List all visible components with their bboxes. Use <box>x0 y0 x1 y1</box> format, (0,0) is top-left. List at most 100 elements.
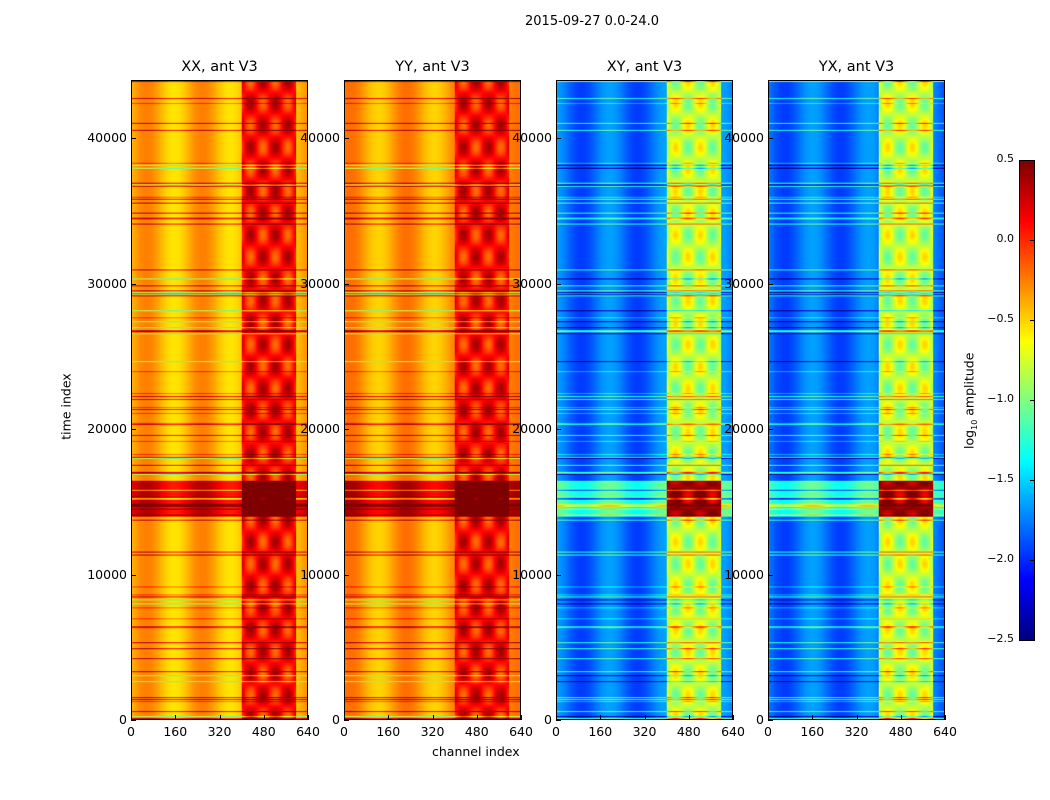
x-tick <box>219 715 221 720</box>
x-tick <box>945 715 946 720</box>
x-tick <box>733 715 734 720</box>
y-tick-label: 20000 <box>724 421 764 437</box>
colorbar-label-rest: amplitude <box>961 352 977 420</box>
x-tick-label: 480 <box>676 724 701 739</box>
colorbar-tick-label: 0.0 <box>996 232 1015 245</box>
y-tick <box>556 720 561 721</box>
x-tick-label: 0 <box>764 724 772 739</box>
y-tick-label: 10000 <box>724 566 764 582</box>
colorbar-tick-label: −0.5 <box>987 312 1014 325</box>
y-tick-label: 0 <box>544 712 552 727</box>
x-tick-label: 480 <box>888 724 913 739</box>
colorbar-label-main: log <box>961 429 977 449</box>
y-tick <box>344 138 349 140</box>
colorbar-tick <box>1030 160 1035 161</box>
y-tick <box>556 574 561 576</box>
y-tick <box>131 720 136 721</box>
x-tick-label: 160 <box>163 724 188 739</box>
y-tick-label: 10000 <box>300 566 340 582</box>
panel-title: YX, ant V3 <box>818 59 895 75</box>
x-tick <box>175 715 177 720</box>
y-tick <box>344 574 349 576</box>
y-tick <box>556 283 561 285</box>
panel-title: XX, ant V3 <box>181 59 258 75</box>
x-tick <box>812 715 814 720</box>
colorbar-tick <box>1030 400 1035 401</box>
heatmap-2 <box>344 80 521 720</box>
y-tick <box>768 283 773 285</box>
x-tick <box>556 715 557 720</box>
y-tick <box>131 574 136 576</box>
y-tick-label: 40000 <box>300 130 340 146</box>
x-tick <box>131 715 132 720</box>
x-tick-label: 160 <box>800 724 825 739</box>
x-axis-label: channel index <box>432 744 520 759</box>
y-tick-label: 20000 <box>87 421 127 437</box>
x-tick <box>308 715 309 720</box>
x-tick <box>344 715 345 720</box>
y-tick-label: 0 <box>756 712 764 727</box>
y-tick-label: 40000 <box>512 130 552 146</box>
x-tick-label: 480 <box>251 724 276 739</box>
panel-title: XY, ant V3 <box>606 59 683 75</box>
y-tick <box>556 429 561 431</box>
x-tick <box>768 715 769 720</box>
x-tick <box>856 715 858 720</box>
x-tick <box>476 715 478 720</box>
colorbar-tick <box>1030 480 1035 481</box>
heatmap-4 <box>768 80 945 720</box>
y-tick <box>131 429 136 431</box>
x-tick <box>688 715 690 720</box>
x-tick-label: 0 <box>127 724 135 739</box>
y-tick <box>344 429 349 431</box>
x-tick-label: 320 <box>420 724 445 739</box>
y-tick-label: 40000 <box>724 130 764 146</box>
colorbar-label-sub: 10 <box>969 419 979 430</box>
y-tick-label: 30000 <box>724 275 764 291</box>
y-tick <box>556 138 561 140</box>
heatmap-1 <box>131 80 308 720</box>
colorbar-tick <box>1030 320 1035 321</box>
x-tick <box>900 715 902 720</box>
y-tick-label: 30000 <box>87 275 127 291</box>
y-tick-label: 40000 <box>87 130 127 146</box>
colorbar-tick-label: 0.5 <box>996 152 1015 165</box>
x-tick-label: 640 <box>721 724 745 739</box>
colorbar-tick-label: −1.0 <box>987 392 1014 405</box>
x-tick-label: 640 <box>509 724 533 739</box>
colorbar-tick <box>1030 240 1035 241</box>
x-tick <box>388 715 390 720</box>
y-tick-label: 30000 <box>512 275 552 291</box>
x-tick <box>432 715 434 720</box>
colorbar-tick-label: −2.0 <box>987 552 1014 565</box>
heatmap-3 <box>556 80 733 720</box>
x-tick <box>521 715 522 720</box>
y-tick <box>131 283 136 285</box>
y-tick <box>768 574 773 576</box>
x-tick-label: 0 <box>340 724 348 739</box>
y-tick <box>768 720 773 721</box>
x-tick-label: 640 <box>933 724 957 739</box>
x-tick <box>263 715 265 720</box>
y-tick-label: 10000 <box>512 566 552 582</box>
x-tick <box>600 715 602 720</box>
y-tick-label: 20000 <box>300 421 340 437</box>
figure-title: 2015-09-27 0.0-24.0 <box>525 14 659 29</box>
y-tick-label: 0 <box>332 712 340 727</box>
colorbar-tick-label: −2.5 <box>987 632 1014 645</box>
x-tick-label: 320 <box>844 724 869 739</box>
y-tick-label: 30000 <box>300 275 340 291</box>
colorbar-tick <box>1030 560 1035 561</box>
y-tick <box>768 429 773 431</box>
x-tick-label: 160 <box>588 724 613 739</box>
x-tick-label: 640 <box>296 724 320 739</box>
x-tick-label: 0 <box>552 724 560 739</box>
y-tick <box>344 283 349 285</box>
x-tick-label: 320 <box>207 724 232 739</box>
panel-title: YY, ant V3 <box>395 59 470 75</box>
y-tick <box>768 138 773 140</box>
y-tick-label: 20000 <box>512 421 552 437</box>
y-tick <box>131 138 136 140</box>
y-tick-label: 10000 <box>87 566 127 582</box>
